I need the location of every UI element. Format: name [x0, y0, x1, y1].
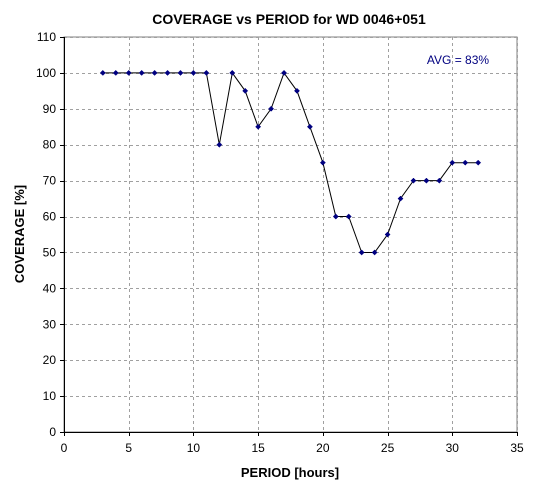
data-point: [138, 69, 145, 76]
data-point: [410, 177, 417, 184]
x-tick-label: 25: [381, 441, 395, 455]
y-tick-label: 100: [36, 66, 56, 80]
data-point: [164, 69, 171, 76]
data-point: [151, 69, 158, 76]
data-point: [255, 123, 262, 130]
y-tick-label: 10: [43, 389, 57, 403]
data-point: [125, 69, 132, 76]
y-axis-label: COVERAGE [%]: [12, 185, 27, 283]
x-tick-label: 20: [316, 441, 330, 455]
x-tick-label: 5: [125, 441, 132, 455]
data-point: [281, 69, 287, 76]
data-point: [462, 159, 469, 166]
data-point: [332, 213, 339, 220]
data-point: [397, 195, 404, 202]
avg-annotation: AVG = 83%: [427, 53, 489, 67]
data-point: [112, 69, 119, 76]
data-point: [242, 87, 249, 94]
data-point: [203, 69, 210, 76]
x-tick-label: 15: [251, 441, 265, 455]
data-point: [99, 69, 106, 76]
y-tick-label: 60: [43, 210, 57, 224]
data-point: [371, 249, 378, 256]
y-tick-label: 90: [43, 102, 57, 116]
data-point: [306, 123, 313, 130]
y-tick-label: 30: [43, 317, 57, 331]
x-axis-label: PERIOD [hours]: [241, 465, 339, 480]
chart-title: COVERAGE vs PERIOD for WD 0046+051: [152, 11, 426, 27]
data-point: [384, 231, 391, 238]
y-tick-label: 110: [37, 30, 56, 44]
data-point: [268, 105, 275, 112]
plot-frame: [63, 36, 518, 433]
data-point: [436, 177, 443, 184]
data-point: [319, 159, 326, 166]
y-tick-label: 80: [43, 138, 57, 152]
y-tick-label: 40: [43, 281, 57, 295]
data-point: [229, 69, 236, 76]
y-tick-label: 0: [49, 425, 56, 439]
x-tick-label: 0: [61, 441, 68, 455]
y-tick-label: 70: [43, 174, 57, 188]
data-point: [294, 87, 300, 94]
data-point: [190, 69, 197, 76]
y-tick-label: 20: [43, 353, 57, 367]
x-tick-label: 10: [187, 441, 201, 455]
data-point: [345, 213, 352, 220]
data-point: [449, 159, 456, 166]
data-point: [475, 159, 482, 166]
data-point: [358, 249, 365, 256]
data-point: [177, 69, 184, 76]
plot-area: 0 10 20 30 40 50 60 70 80 90 100 110 0 5 10 15 20 25 30 35: [36, 30, 524, 455]
data-point: [423, 177, 430, 184]
x-tick-label: 35: [510, 441, 524, 455]
data-point: [216, 141, 223, 148]
x-tick-label: 30: [446, 441, 460, 455]
y-tick-label: 50: [43, 245, 57, 259]
